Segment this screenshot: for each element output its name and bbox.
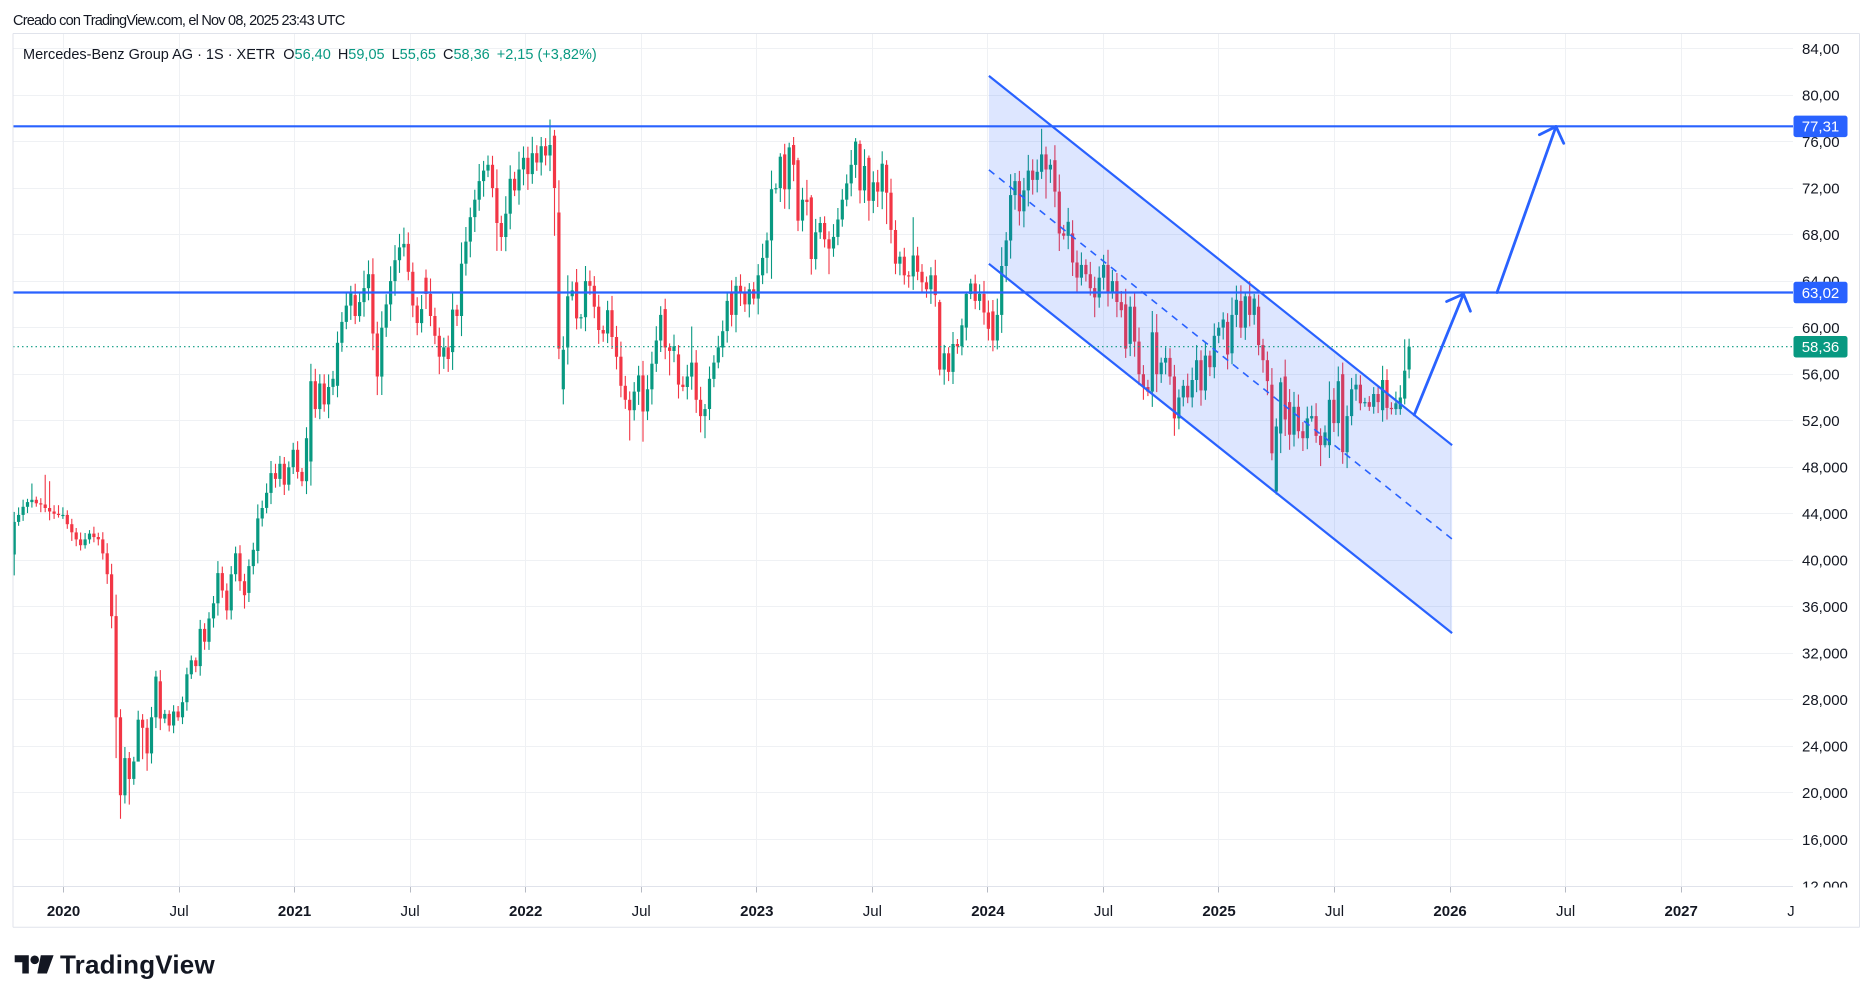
svg-text:20,000: 20,000 [1802,785,1848,802]
svg-text:24,000: 24,000 [1802,739,1848,756]
svg-text:76,00: 76,00 [1802,134,1840,151]
svg-text:Jul: Jul [1094,903,1113,920]
svg-text:36,000: 36,000 [1802,599,1848,616]
svg-text:Jul: Jul [1325,903,1344,920]
svg-text:Jul: Jul [170,903,189,920]
svg-text:32,000: 32,000 [1802,646,1848,663]
svg-text:68,00: 68,00 [1802,227,1840,244]
svg-text:28,000: 28,000 [1802,692,1848,709]
svg-text:2027: 2027 [1665,903,1698,920]
svg-text:2023: 2023 [740,903,773,920]
svg-text:16,000: 16,000 [1802,832,1848,849]
svg-text:Creado con TradingView.com, el: Creado con TradingView.com, el Nov 08, 2… [13,13,345,29]
svg-text:44,000: 44,000 [1802,506,1848,523]
svg-text:Jul: Jul [1556,903,1575,920]
svg-text:58,36: 58,36 [1802,339,1840,356]
svg-text:80,00: 80,00 [1802,87,1840,104]
svg-text:Jul: Jul [632,903,651,920]
svg-text:48,000: 48,000 [1802,460,1848,477]
svg-text:72,00: 72,00 [1802,180,1840,197]
svg-text:2026: 2026 [1433,903,1466,920]
svg-text:60,00: 60,00 [1802,320,1840,337]
svg-text:2024: 2024 [971,903,1005,920]
svg-text:2025: 2025 [1202,903,1235,920]
svg-text:Jul: Jul [401,903,420,920]
svg-text:77,31: 77,31 [1802,119,1840,136]
svg-text:2022: 2022 [509,903,542,920]
svg-text:63,02: 63,02 [1802,285,1840,302]
svg-text:Jul: Jul [863,903,882,920]
svg-text:52,00: 52,00 [1802,413,1840,430]
svg-text:2020: 2020 [47,903,80,920]
svg-text:56,00: 56,00 [1802,367,1840,384]
svg-text:TradingView: TradingView [60,950,215,980]
svg-text:2021: 2021 [278,903,311,920]
svg-text:Mercedes-Benz Group AG · 1S ·: Mercedes-Benz Group AG · 1S · XETR O56,40… [23,47,597,63]
svg-text:40,000: 40,000 [1802,553,1848,570]
svg-text:84,00: 84,00 [1802,41,1840,58]
